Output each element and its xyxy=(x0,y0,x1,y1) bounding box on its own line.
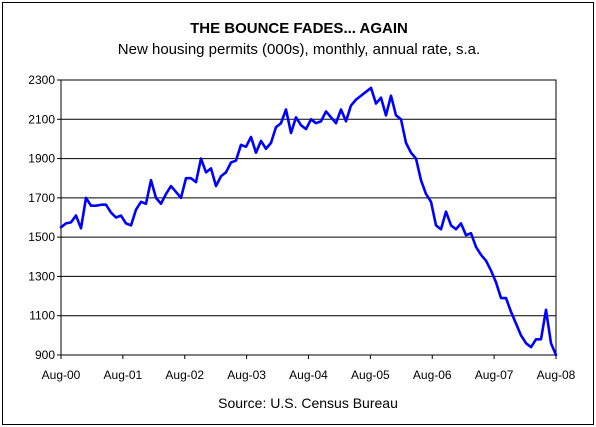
x-tick-label-Aug-00: Aug-00 xyxy=(42,368,81,382)
x-tick-label-Aug-01: Aug-01 xyxy=(104,368,143,382)
line-chart: THE BOUNCE FADES... AGAIN New housing pe… xyxy=(28,20,576,411)
y-tick-label-2100: 2100 xyxy=(28,112,55,126)
x-tick-label-Aug-07: Aug-07 xyxy=(475,368,514,382)
x-tick-label-Aug-04: Aug-04 xyxy=(289,368,328,382)
series-permits xyxy=(59,86,558,357)
y-tick-label-2300: 2300 xyxy=(28,73,55,87)
chart-source: Source: U.S. Census Bureau xyxy=(218,395,398,411)
chart-title: THE BOUNCE FADES... AGAIN xyxy=(190,20,408,37)
series-line xyxy=(59,86,558,357)
y-tick-label-1700: 1700 xyxy=(28,191,55,205)
x-tick-label-Aug-03: Aug-03 xyxy=(227,368,266,382)
x-tick-label-Aug-08: Aug-08 xyxy=(537,368,576,382)
plot-area xyxy=(60,79,557,356)
x-axis: Aug-00 Aug-01 Aug-02 Aug-03 Aug-04 Aug-05 Aug-… xyxy=(42,355,576,382)
x-tick-label-Aug-02: Aug-02 xyxy=(165,368,204,382)
y-tick-label-900: 900 xyxy=(35,348,55,362)
y-tick-label-1100: 1100 xyxy=(29,309,55,323)
y-tick-label-1900: 1900 xyxy=(28,152,55,166)
x-tick-label-Aug-05: Aug-05 xyxy=(351,368,390,382)
y-tick-label-1500: 1500 xyxy=(28,230,55,244)
y-axis: 900 1100 1300 1500 1700 1900 2100 2300 xyxy=(28,73,61,362)
x-tick-label-Aug-06: Aug-06 xyxy=(413,368,452,382)
y-tick-label-1300: 1300 xyxy=(28,269,55,283)
gridlines xyxy=(61,79,556,356)
chart-subtitle: New housing permits (000s), monthly, ann… xyxy=(118,41,480,58)
